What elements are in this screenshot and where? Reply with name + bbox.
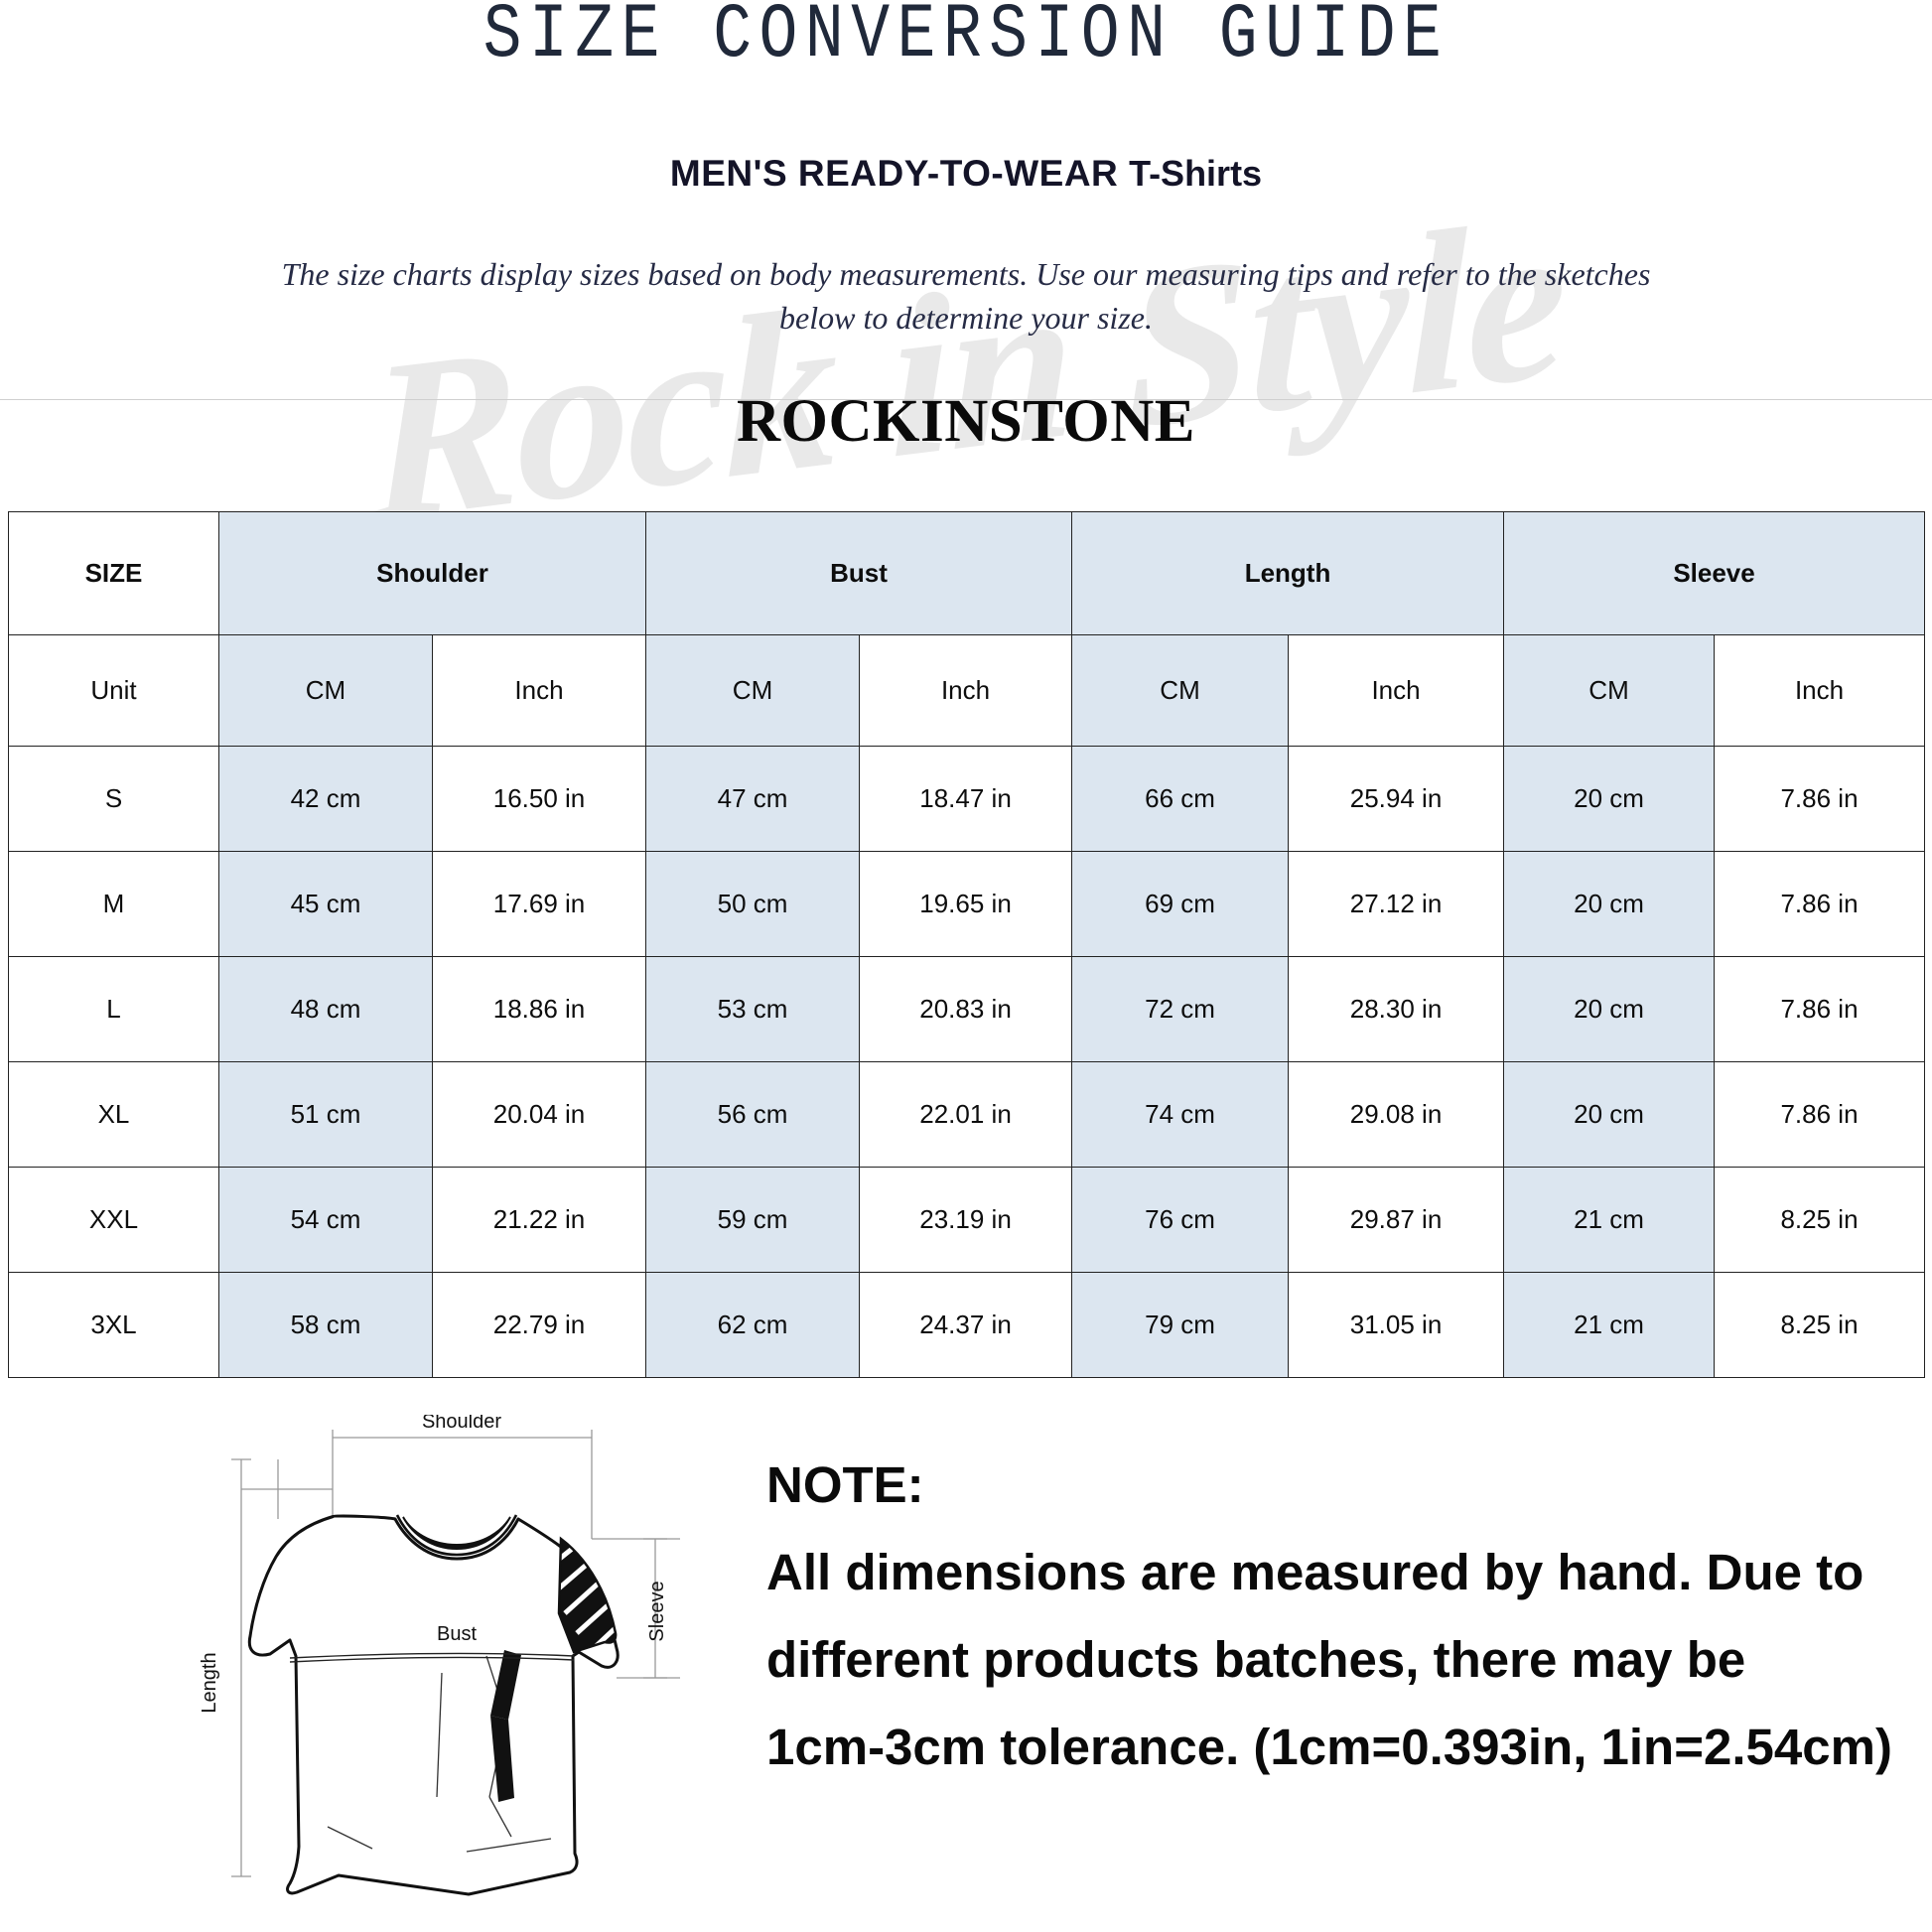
svg-text:Bust: Bust (437, 1623, 477, 1645)
svg-text:Shoulder: Shoulder (422, 1415, 501, 1433)
svg-text:Sleeve: Sleeve (646, 1581, 668, 1641)
svg-text:Length: Length (199, 1652, 220, 1713)
